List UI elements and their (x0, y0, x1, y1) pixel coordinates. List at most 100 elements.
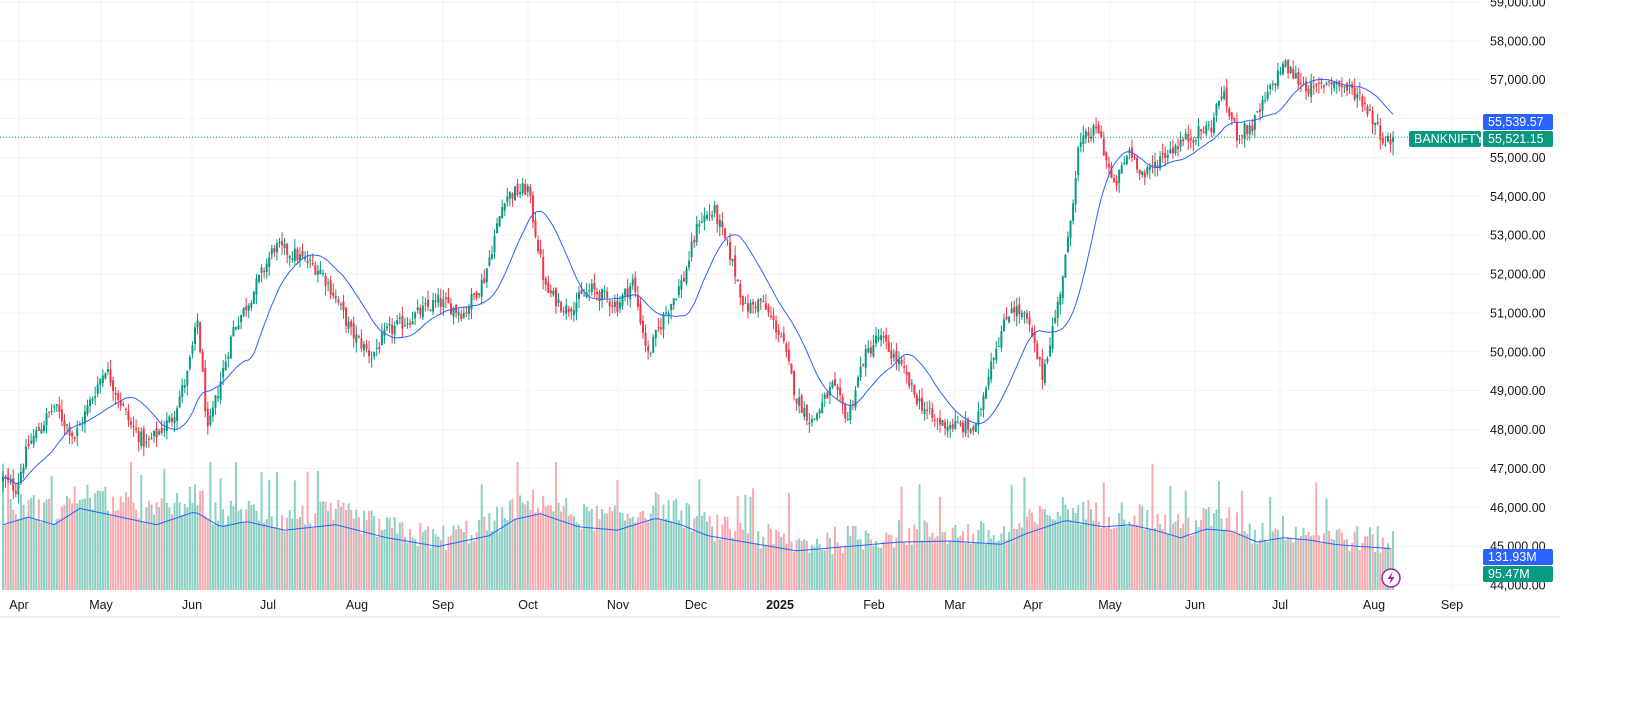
candle-body (1374, 123, 1377, 126)
lightning-icon[interactable] (1381, 568, 1401, 588)
candle-body (1310, 82, 1313, 97)
candle-body (626, 288, 629, 297)
candle-body (959, 423, 962, 425)
volume-bar (992, 535, 995, 590)
candle-body (135, 428, 138, 431)
candle-body (78, 424, 81, 426)
volume-bar (1356, 525, 1359, 590)
volume-bar (928, 536, 931, 590)
volume-bar (526, 501, 529, 590)
candle-body (439, 298, 442, 307)
candle-body (206, 408, 209, 427)
volume-bar (1061, 497, 1064, 590)
volume-bar (567, 515, 570, 590)
candle-body (905, 371, 908, 376)
candle-body (99, 379, 102, 385)
volume-bar (885, 532, 888, 590)
candle-body (1002, 319, 1005, 332)
volume-bar (293, 480, 296, 590)
candle-body (265, 263, 268, 272)
volume-bar (362, 510, 365, 590)
volume-bar (613, 505, 616, 590)
volume-bar (921, 540, 924, 590)
candle-body (1243, 122, 1246, 139)
candle-body (444, 297, 447, 300)
time-tick-label: Apr (9, 598, 28, 612)
candle-body (608, 301, 611, 307)
volume-bar (757, 531, 760, 590)
price-tick-label: 57,000.00 (1490, 73, 1546, 87)
volume-bar (409, 529, 412, 590)
volume-bar (1051, 519, 1054, 590)
volume-bar (288, 509, 291, 590)
volume-bar (1130, 524, 1133, 590)
volume-bar (117, 509, 120, 590)
candle-body (841, 396, 844, 405)
price-axis[interactable]: 44,000.0045,000.0046,000.0047,000.0048,0… (1490, 0, 1546, 593)
volume-bar (639, 511, 642, 590)
volume-bar (304, 524, 307, 590)
volume-bar (1072, 507, 1075, 590)
candle-body (1333, 81, 1336, 89)
volume-bar (1200, 520, 1203, 590)
candle-body (562, 311, 565, 313)
candle-body (147, 438, 150, 440)
volume-bar (572, 516, 575, 590)
candle-body (1005, 316, 1008, 320)
volume-bar (1233, 531, 1236, 590)
candle-body (1028, 317, 1031, 325)
volume-bar (874, 540, 877, 590)
volume-bar (478, 519, 481, 590)
volume-bar (153, 514, 156, 590)
volume-bar (1238, 533, 1241, 590)
volume-bar (1143, 529, 1146, 590)
candle-body (1084, 131, 1087, 139)
candle-body (1233, 117, 1236, 121)
time-tick-label: Sep (432, 598, 454, 612)
volume-bar (1274, 528, 1277, 590)
time-axis[interactable]: Apr May Jun Jul Aug Sep Oct Nov Dec 2025 Feb Mar Apr… (9, 598, 1463, 612)
volume-bar (1028, 508, 1031, 590)
volume-bar (1026, 516, 1028, 590)
candle-body (539, 248, 542, 255)
candle-body (941, 420, 944, 426)
candle-body (1056, 301, 1059, 318)
volume-bar (104, 486, 107, 590)
candle-body (1092, 125, 1095, 136)
volume-bar (373, 516, 376, 590)
candle-body (700, 221, 703, 223)
candle-body (898, 359, 900, 364)
volume-bar (908, 528, 911, 590)
candle-body (40, 429, 43, 434)
volume-bar (396, 533, 399, 590)
volume-bar (954, 524, 957, 590)
volume-bar (672, 500, 675, 590)
volume-bar (711, 526, 714, 590)
candle-body (19, 471, 22, 484)
candle-body (1202, 131, 1205, 134)
volume-bar (1102, 482, 1105, 590)
candle-body (124, 408, 127, 410)
candle-body (176, 408, 179, 421)
volume-bar (537, 508, 540, 590)
candle-body (1020, 313, 1023, 318)
candle-body (1018, 304, 1021, 315)
volume-bar (657, 494, 660, 590)
volume-bar (1023, 477, 1026, 590)
candle-body (762, 301, 765, 303)
time-tick-label: Sep (1441, 598, 1463, 612)
volume-bar (183, 503, 186, 590)
volume-bar (1371, 534, 1374, 590)
volume-bar (1289, 539, 1292, 590)
volume-bar (224, 524, 227, 590)
volume-bar (432, 528, 435, 590)
candle-body (593, 283, 596, 290)
candle-body (557, 299, 560, 303)
volume-bar (841, 552, 844, 590)
volume-bar (933, 538, 936, 590)
candle-body (887, 341, 890, 352)
candle-body (234, 327, 237, 329)
candle-body (1143, 172, 1146, 178)
candle-body (649, 352, 652, 354)
